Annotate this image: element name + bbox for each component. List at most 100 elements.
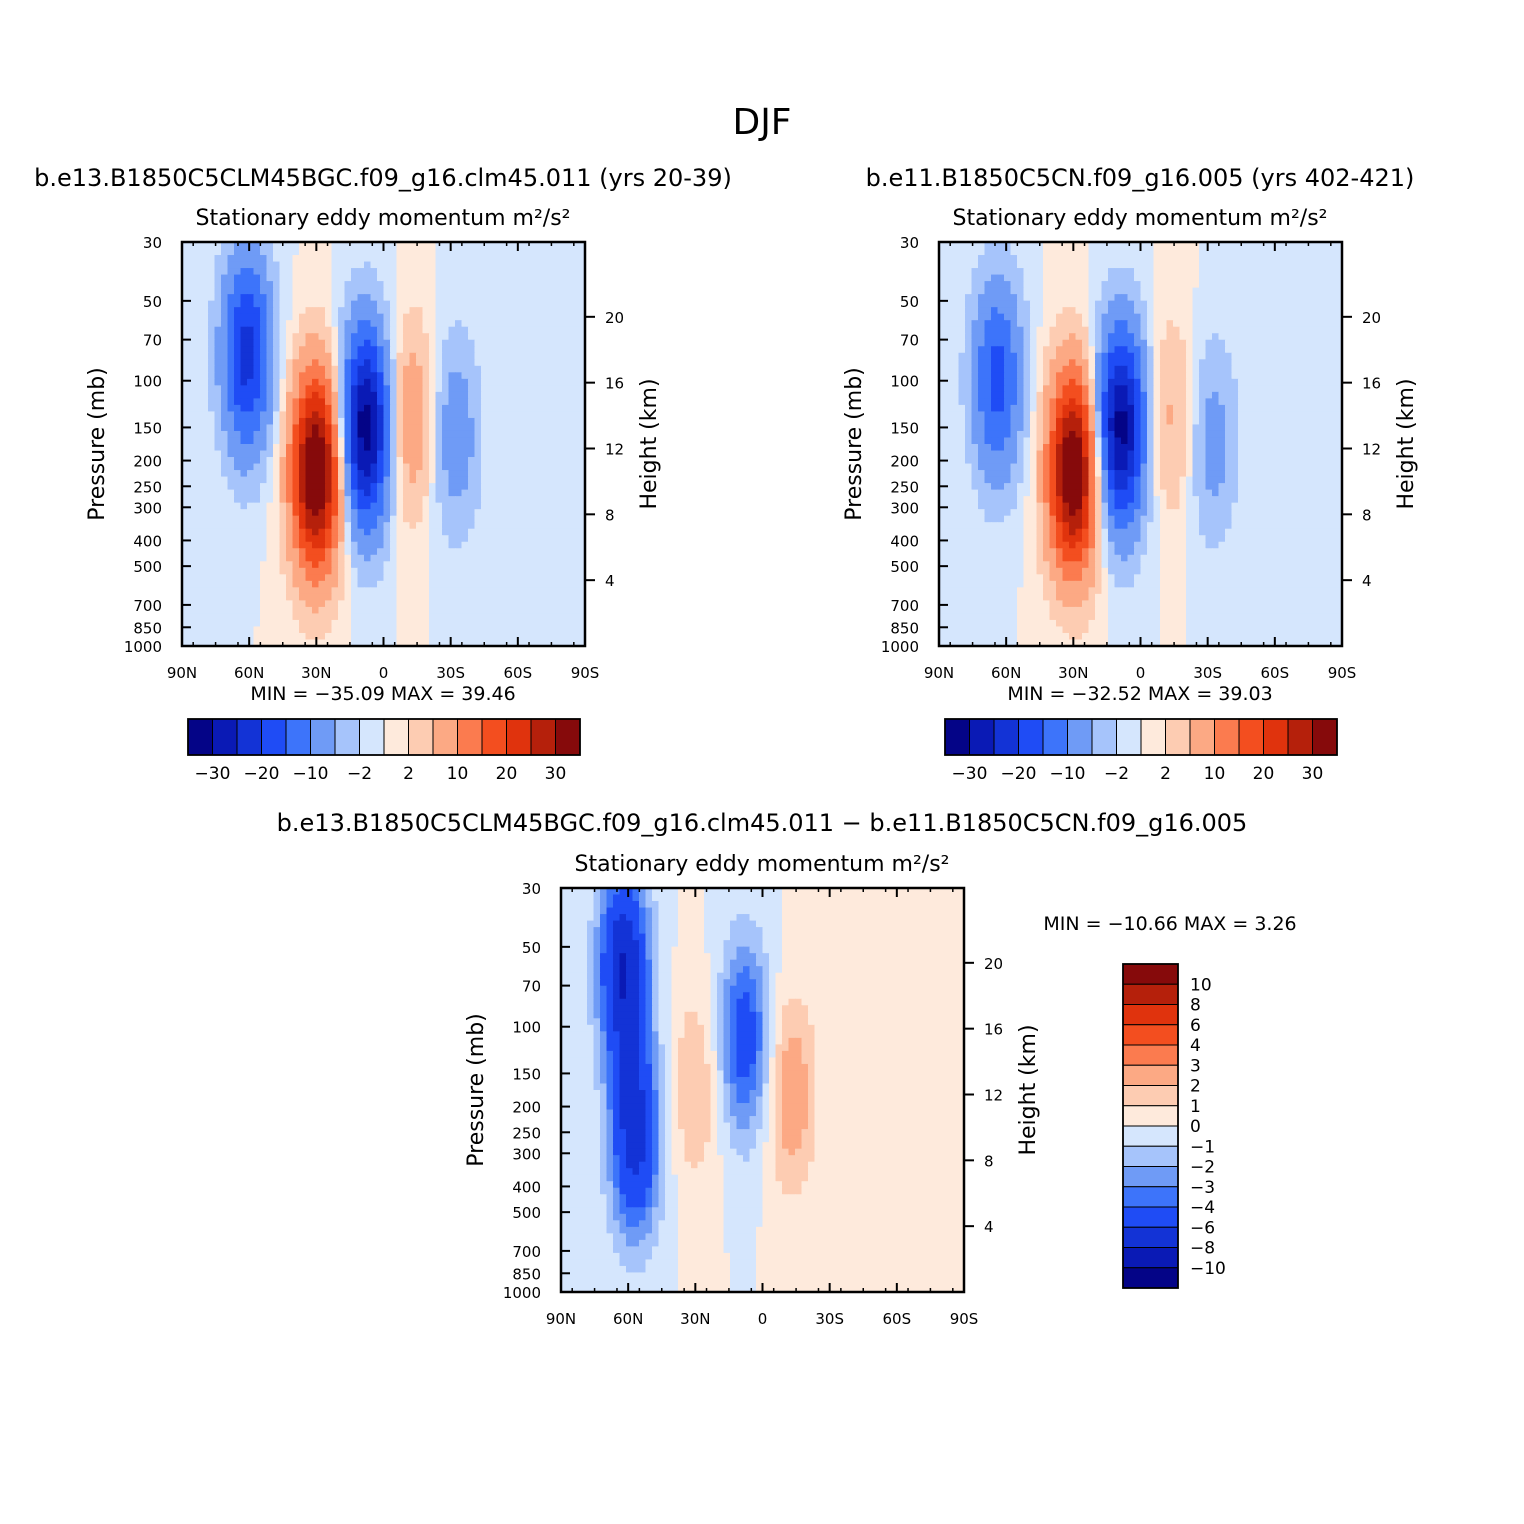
contour-cell <box>260 268 268 276</box>
contour-cell <box>286 541 294 549</box>
contour-cell <box>370 430 378 439</box>
contour-cell <box>461 457 469 465</box>
contour-cell <box>1296 268 1304 276</box>
contour-cell <box>546 378 554 386</box>
contour-cell <box>1212 287 1220 295</box>
contour-cell <box>305 320 313 328</box>
contour-cell <box>266 639 274 647</box>
contour-cell <box>494 639 502 647</box>
contour-cell <box>247 548 255 556</box>
contour-cell <box>442 476 450 484</box>
contour-cell <box>338 548 346 556</box>
contour-cell <box>468 248 476 256</box>
contour-cell <box>487 515 495 523</box>
contour-cell <box>448 561 456 569</box>
contour-cell <box>318 541 326 549</box>
contour-cell <box>546 535 554 543</box>
contour-cell <box>533 496 541 504</box>
contour-cell <box>396 632 404 641</box>
contour-cell <box>338 313 346 321</box>
contour-cell <box>305 404 313 413</box>
contour-cell <box>221 450 229 458</box>
contour-cell <box>279 411 287 419</box>
contour-cell <box>494 287 502 295</box>
contour-cell <box>1153 261 1161 269</box>
contour-cell <box>188 242 196 250</box>
contour-cell <box>526 554 534 562</box>
contour-cell <box>188 626 196 634</box>
contour-cell <box>221 333 229 341</box>
contour-cell <box>1212 255 1220 263</box>
contour-cell <box>318 320 326 328</box>
contour-cell <box>292 619 300 628</box>
contour-cell <box>565 430 573 439</box>
contour-cell <box>234 489 242 497</box>
contour-cell <box>221 515 229 523</box>
contour-cell <box>266 333 274 341</box>
contour-cell <box>572 424 580 432</box>
contour-cell <box>253 333 261 341</box>
contour-cell <box>364 365 372 373</box>
contour-cell <box>435 307 443 315</box>
contour-cell <box>201 509 209 517</box>
contour-cell <box>331 450 339 458</box>
contour-cell <box>247 561 255 569</box>
contour-cell <box>286 274 294 282</box>
contour-cell <box>461 502 469 510</box>
contour-cell <box>507 606 515 615</box>
contour-cell <box>253 248 261 256</box>
contour-cell <box>546 411 554 419</box>
contour-cell <box>1114 313 1122 321</box>
contour-cell <box>403 333 411 341</box>
contour-cell <box>1049 287 1057 295</box>
contour-cell <box>481 587 489 595</box>
contour-cell <box>494 294 502 302</box>
contour-cell <box>312 619 320 628</box>
contour-cell <box>448 398 456 406</box>
contour-cell <box>383 574 391 582</box>
contour-cell <box>331 430 339 439</box>
contour-cell <box>997 255 1005 263</box>
contour-cell <box>507 450 515 458</box>
contour-cell <box>991 339 999 347</box>
contour-cell <box>403 522 411 530</box>
contour-cell <box>461 496 469 504</box>
x-tick-label: 60S <box>504 664 533 682</box>
contour-cell <box>351 391 359 399</box>
contour-cell <box>403 372 411 380</box>
contour-cell <box>396 411 404 419</box>
contour-cell <box>305 255 313 263</box>
contour-cell <box>1010 287 1018 295</box>
contour-cell <box>513 248 521 256</box>
contour-cell <box>422 528 430 536</box>
contour-cell <box>1290 333 1298 341</box>
contour-cell <box>578 339 586 347</box>
contour-cell <box>260 313 268 321</box>
contour-cell <box>331 268 339 276</box>
contour-cell <box>1088 281 1096 289</box>
contour-cell <box>351 261 359 269</box>
contour-cell <box>377 307 385 315</box>
contour-cell <box>351 313 359 321</box>
contour-cell <box>565 365 573 373</box>
contour-cell <box>214 515 222 523</box>
contour-cell <box>494 476 502 484</box>
contour-cell <box>305 411 313 419</box>
contour-cell <box>507 365 515 373</box>
contour-cell <box>422 613 430 621</box>
contour-cell <box>952 313 960 321</box>
contour-cell <box>1134 287 1142 295</box>
contour-cell <box>312 587 320 595</box>
contour-cell <box>461 476 469 484</box>
contour-cell <box>409 333 417 341</box>
contour-cell <box>416 639 424 647</box>
contour-cell <box>442 639 450 647</box>
contour-cell <box>357 437 365 445</box>
contour-cell <box>539 261 547 269</box>
contour-cell <box>234 424 242 432</box>
contour-cell <box>474 496 482 504</box>
contour-cell <box>299 346 307 354</box>
contour-cell <box>546 385 554 393</box>
contour-cell <box>214 561 222 569</box>
contour-cell <box>559 339 567 347</box>
